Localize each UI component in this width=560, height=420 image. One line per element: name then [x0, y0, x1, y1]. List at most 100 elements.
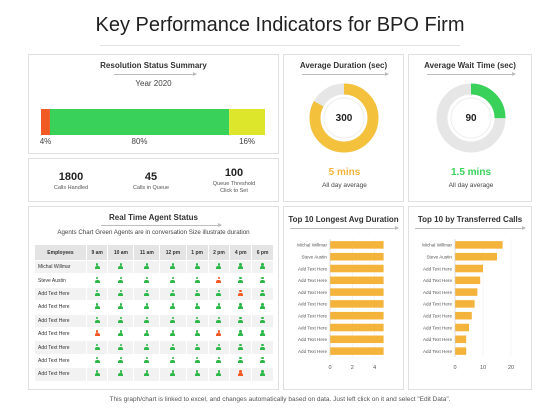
agent-status-cell [107, 340, 135, 355]
category-label: Steve Austin [301, 255, 327, 260]
transferred-calls-arrow [415, 226, 526, 230]
agent-in-call-icon [260, 370, 266, 377]
agent-col-header: 1 pm [185, 244, 209, 261]
agent-in-call-icon [94, 343, 100, 350]
agent-status-cell [185, 353, 209, 369]
bar [455, 288, 478, 296]
agent-in-call-icon [260, 303, 266, 310]
agent-in-call-icon [260, 356, 266, 363]
agent-status-arrow [101, 223, 222, 227]
avg-duration-arc [309, 83, 379, 153]
category-label: Add Text Here [298, 302, 327, 307]
agent-in-call-icon [216, 316, 222, 323]
bar [455, 347, 467, 355]
bar [330, 335, 384, 344]
agent-in-call-icon [260, 316, 266, 323]
agent-in-call-icon [194, 276, 200, 283]
bar [330, 241, 384, 249]
agent-status-cell [107, 326, 135, 342]
agent-in-call-icon [144, 289, 150, 296]
agent-in-call-icon [238, 303, 244, 310]
category-label: Add Text Here [423, 290, 452, 295]
x-tick-label: 0 [453, 365, 456, 371]
transferred-calls-title: Top 10 by Transferred Calls [417, 215, 523, 224]
table-row: Add Text Here [34, 286, 274, 302]
category-label: Add Text Here [298, 290, 327, 295]
agent-status-cell [107, 273, 135, 288]
resolution-segment-2 [229, 109, 265, 135]
resolution-segment-label-2: 16% [239, 137, 256, 146]
agent-status-cell [251, 313, 274, 328]
agent-status-cell [207, 353, 231, 369]
avg-wait-arrow [427, 72, 516, 76]
avg-wait-donut [436, 83, 506, 153]
agent-col-header: 4 pm [229, 244, 253, 261]
agent-status-cell [133, 340, 161, 355]
category-label: Add Text Here [423, 325, 452, 330]
agent-status-cell [133, 273, 161, 288]
agent-in-call-icon [144, 303, 150, 310]
agent-in-call-icon [170, 276, 176, 283]
agent-status-cell [185, 259, 209, 275]
agent-in-call-icon [144, 263, 150, 270]
agent-status-cell [85, 353, 109, 369]
agent-col-header: 10 am [107, 244, 135, 261]
agent-status-cell [251, 340, 274, 355]
agent-status-cell [251, 273, 274, 288]
avg-wait-sub: All day average [448, 182, 494, 189]
agent-in-call-icon [216, 303, 222, 310]
agent-in-call-icon [118, 289, 124, 296]
avg-wait-arc [436, 83, 506, 153]
agent-in-call-icon [144, 316, 150, 323]
category-label: Add Text Here [298, 325, 327, 330]
title-divider [100, 45, 460, 46]
agent-in-call-icon [194, 263, 200, 270]
agent-in-call-icon [144, 343, 150, 350]
agent-status-cell [185, 286, 209, 302]
agent-in-call-icon [118, 343, 124, 350]
agent-in-call-icon [118, 263, 124, 270]
agent-status-cell [159, 273, 187, 288]
agent-in-call-icon [194, 289, 200, 296]
agent-in-call-icon [260, 276, 266, 283]
category-label: Add Text Here [298, 314, 327, 319]
agent-status-cell [159, 259, 187, 275]
agent-status-cell [159, 300, 187, 315]
agent-status-cell [107, 353, 135, 369]
agent-status-cell [133, 367, 161, 382]
agent-status-cell [185, 340, 209, 355]
agent-status-cell [159, 367, 187, 382]
x-tick-label: 10 [480, 365, 486, 371]
agent-status-cell [85, 313, 109, 328]
agent-status-cell [207, 273, 231, 288]
agent-in-call-icon [260, 289, 266, 296]
agent-status-cell [107, 286, 135, 302]
avg-duration-panel: Average Duration (sec) 300 5 mins All da… [283, 54, 404, 202]
agent-in-call-icon [94, 289, 100, 296]
category-label: Add Text Here [423, 278, 452, 283]
resolution-stacked-bar [41, 109, 265, 135]
agent-in-call-icon [170, 370, 176, 377]
x-tick-label: 0 [328, 365, 331, 371]
bar [330, 288, 384, 296]
agent-status-cell [207, 340, 231, 355]
queue-threshold-value[interactable]: 100 [224, 167, 244, 179]
resolution-segment-label-1: 80% [131, 137, 148, 146]
agent-in-call-icon [94, 276, 100, 283]
agent-col-header: 12 pm [159, 244, 187, 261]
agent-in-call-icon [194, 370, 200, 377]
agent-status-cell [159, 340, 187, 355]
agent-in-call-icon [260, 330, 266, 337]
agent-in-call-icon [170, 263, 176, 270]
x-tick-label: 4 [373, 365, 376, 371]
agent-status-cell [133, 353, 161, 369]
agent-in-call-icon [238, 343, 244, 350]
agent-in-call-icon [170, 303, 176, 310]
queue-threshold-label[interactable]: Queue Threshold Click to Set [212, 181, 256, 194]
agent-in-call-icon [194, 316, 200, 323]
kpi-panel: 1800 Calls Handled 45 Calls in Queue 100… [28, 158, 279, 202]
table-row: Add Text Here [34, 300, 274, 315]
agent-name: Steve Austin [34, 273, 87, 288]
agent-status-cell [159, 326, 187, 342]
agent-status-cell [133, 326, 161, 342]
